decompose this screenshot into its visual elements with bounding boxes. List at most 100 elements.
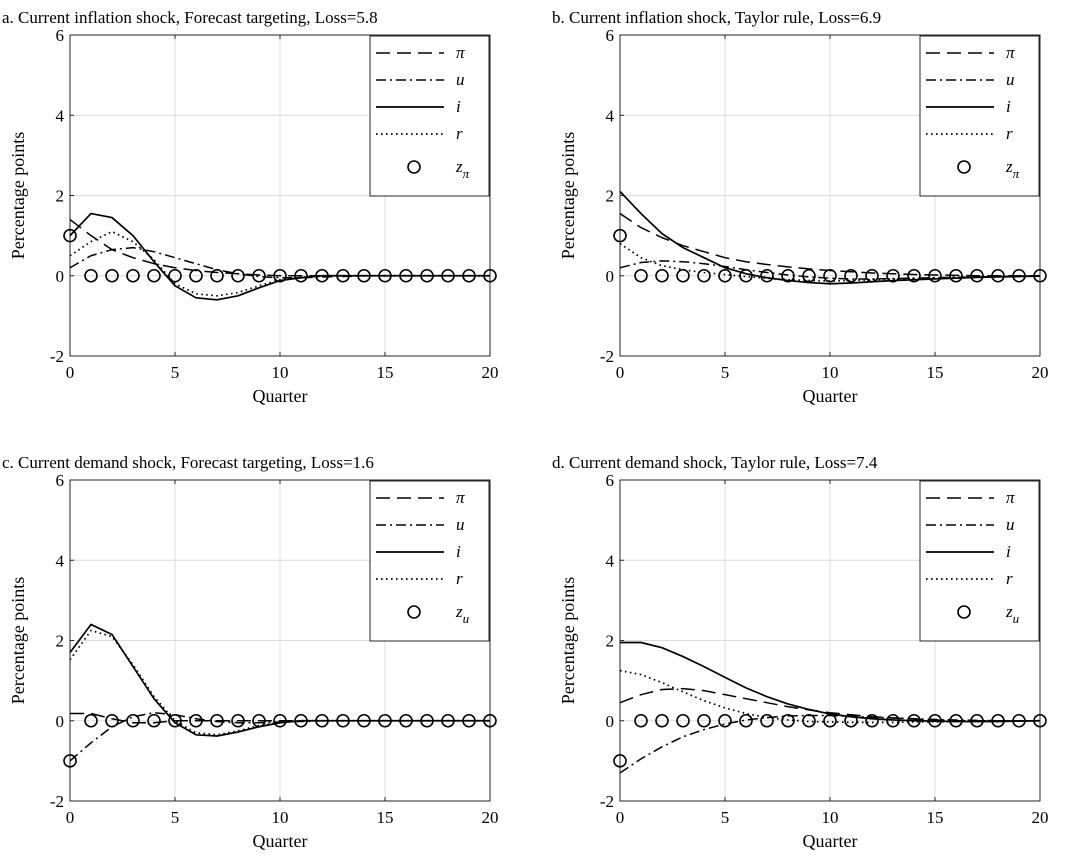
x-tick-label: 0 xyxy=(66,808,75,827)
legend-label: i xyxy=(1006,97,1011,116)
series-zπ-marker xyxy=(483,268,497,283)
series-zu-marker xyxy=(970,713,984,728)
legend-label: r xyxy=(1006,124,1013,143)
chart-title: a. Current inflation shock, Forecast tar… xyxy=(2,8,378,27)
series-zu-marker xyxy=(613,754,627,768)
series-zπ-marker xyxy=(802,268,816,283)
series-zu-marker xyxy=(462,713,476,728)
x-tick-label: 10 xyxy=(272,808,289,827)
series-zu-marker xyxy=(441,713,455,728)
series-zπ-marker xyxy=(1012,268,1026,283)
chart-title: c. Current demand shock, Forecast target… xyxy=(2,453,374,472)
y-tick-label: 4 xyxy=(56,551,65,570)
x-axis-label: Quarter xyxy=(253,831,308,851)
y-tick-label: -2 xyxy=(50,347,64,366)
series-zπ-marker xyxy=(655,268,669,283)
series-π-line xyxy=(620,687,1040,722)
series-zπ-marker xyxy=(336,268,350,283)
series-zu-marker xyxy=(928,713,942,728)
legend-label: i xyxy=(456,542,461,561)
x-tick-label: 5 xyxy=(721,363,730,382)
series-zπ-marker xyxy=(63,228,77,243)
series-zu-marker xyxy=(739,713,753,728)
series-u-line xyxy=(70,246,490,279)
series-zπ-marker xyxy=(189,268,203,283)
series-zu-marker xyxy=(273,713,287,728)
series-zu-marker xyxy=(991,713,1005,728)
series-zπ-marker xyxy=(462,268,476,283)
y-tick-label: 2 xyxy=(56,632,65,651)
x-tick-label: 20 xyxy=(482,363,499,382)
series-zπ-marker xyxy=(760,268,774,283)
series-zu-marker xyxy=(252,713,266,728)
series-zπ-marker xyxy=(991,268,1005,283)
y-tick-label: 6 xyxy=(606,471,615,490)
series-zπ-marker xyxy=(231,268,245,283)
x-tick-label: 15 xyxy=(927,808,944,827)
legend-label: u xyxy=(456,515,465,534)
series-zu-marker xyxy=(802,713,816,728)
x-tick-label: 0 xyxy=(616,363,625,382)
x-axis-label: Quarter xyxy=(253,386,308,406)
series-zπ-marker xyxy=(865,268,879,283)
series-zπ-marker xyxy=(1033,268,1047,283)
series-r-line xyxy=(70,629,490,736)
legend-label: zπ xyxy=(1005,157,1020,181)
y-tick-label: 6 xyxy=(56,26,65,45)
legend-label: r xyxy=(1006,569,1013,588)
x-tick-label: 15 xyxy=(927,363,944,382)
y-tick-label: 2 xyxy=(606,632,615,651)
series-zπ-marker xyxy=(84,268,98,283)
x-axis-label: Quarter xyxy=(803,831,858,851)
series-r-line xyxy=(620,242,1040,282)
x-tick-label: 10 xyxy=(272,363,289,382)
series-zπ-marker xyxy=(886,268,900,283)
series-zu-marker xyxy=(823,713,837,728)
series-zπ-marker xyxy=(420,268,434,283)
x-tick-label: 5 xyxy=(171,808,180,827)
series-zπ-marker xyxy=(739,268,753,283)
series-i-line xyxy=(620,190,1040,285)
chart-panel-0: a. Current inflation shock, Forecast tar… xyxy=(2,8,499,406)
legend-box xyxy=(919,480,1040,642)
series-zπ-marker xyxy=(441,268,455,283)
series-zπ-marker xyxy=(378,268,392,283)
series-i-line xyxy=(70,623,490,737)
series-zπ-marker xyxy=(252,268,266,283)
x-tick-label: 5 xyxy=(171,363,180,382)
series-zu-marker xyxy=(781,713,795,728)
series-zu-marker xyxy=(655,713,669,728)
series-zπ-marker xyxy=(399,268,413,283)
series-zπ-marker xyxy=(844,268,858,283)
chart-panel-1: b. Current inflation shock, Taylor rule,… xyxy=(552,8,1049,406)
series-i-line xyxy=(620,641,1040,723)
series-zu-marker xyxy=(676,713,690,728)
legend-marker xyxy=(957,160,971,174)
legend-label: u xyxy=(1006,70,1015,89)
x-axis-label: Quarter xyxy=(803,386,858,406)
y-axis-label: Percentage points xyxy=(558,132,578,259)
series-zu-marker xyxy=(1033,713,1047,728)
y-axis-label: Percentage points xyxy=(8,132,28,259)
series-zu-marker xyxy=(634,713,648,728)
series-zu-marker xyxy=(210,713,224,728)
series-r-line xyxy=(70,230,490,297)
series-zu-marker xyxy=(294,713,308,728)
y-tick-label: 4 xyxy=(606,551,615,570)
y-tick-label: 6 xyxy=(606,26,615,45)
series-zπ-marker xyxy=(949,268,963,283)
series-zu-marker xyxy=(126,713,140,728)
series-group xyxy=(70,212,490,301)
legend-box xyxy=(369,480,490,642)
series-zπ-marker xyxy=(210,268,224,283)
series-zu-marker xyxy=(315,713,329,728)
series-zπ-marker xyxy=(823,268,837,283)
series-zu-marker xyxy=(105,713,119,728)
series-zu-marker xyxy=(949,713,963,728)
legend-label: π xyxy=(1006,43,1015,62)
x-tick-label: 20 xyxy=(482,808,499,827)
chart-title: b. Current inflation shock, Taylor rule,… xyxy=(552,8,881,27)
